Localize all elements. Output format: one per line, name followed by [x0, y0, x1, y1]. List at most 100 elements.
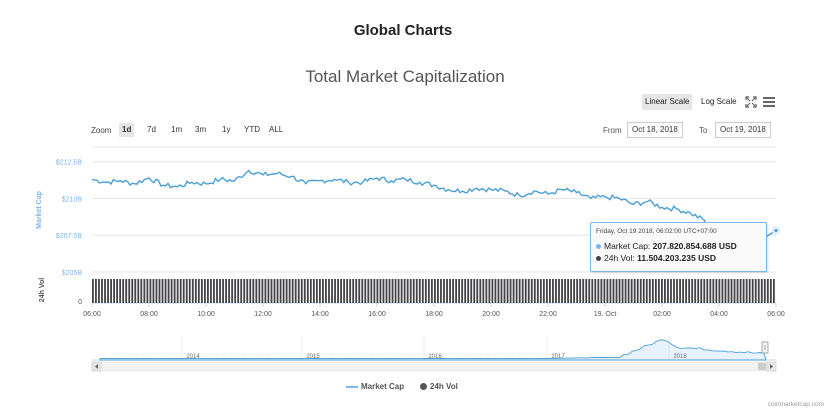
log-scale-button[interactable]: Log Scale: [701, 97, 737, 106]
volume-bar: [346, 279, 349, 303]
volume-bar: [766, 279, 769, 303]
zoom-1d-button[interactable]: 1d: [119, 123, 135, 137]
volume-bar: [742, 279, 745, 303]
legend-vol[interactable]: 24h Vol: [420, 382, 458, 391]
volume-bar: [527, 279, 530, 303]
zoom-ytd-button[interactable]: YTD: [244, 125, 260, 134]
volume-bar: [636, 279, 639, 303]
volume-bar: [452, 279, 454, 303]
volume-bar: [591, 279, 594, 303]
page-title: Global Charts: [353, 22, 453, 39]
linear-scale-button[interactable]: Linear Scale: [642, 94, 693, 110]
volume-bar: [400, 279, 403, 303]
volume-bar: [518, 279, 521, 303]
zoom-7d-button[interactable]: 7d: [147, 125, 156, 134]
navigator-year-label: 2014: [186, 354, 200, 360]
volume-bar: [697, 279, 700, 303]
scrollbar-thumb: [758, 363, 766, 370]
volume-bar: [715, 279, 718, 303]
volume-bar: [509, 279, 512, 303]
navigator-year-label: 2018: [673, 354, 687, 360]
volume-bar: [552, 279, 554, 303]
volume-bar: [179, 279, 182, 303]
volume-bar: [449, 279, 451, 303]
legend-market-cap[interactable]: Market Cap: [346, 382, 404, 391]
volume-bar: [446, 279, 448, 303]
volume-bar: [264, 279, 267, 303]
legend-dot-icon: [420, 383, 427, 391]
volume-bar: [476, 279, 479, 303]
volume-bar: [200, 279, 203, 303]
volume-bar: [630, 279, 633, 303]
volume-bar: [364, 279, 367, 303]
volume-bar: [113, 279, 116, 303]
credits-link[interactable]: coinmarketcap.com: [767, 401, 824, 408]
volume-bar: [621, 279, 624, 303]
volume-bar: [188, 279, 191, 303]
volume-bar: [434, 279, 436, 303]
volume-bar: [467, 279, 470, 303]
volume-bar: [418, 279, 421, 303]
scrollbar-right-arrow-icon: [770, 364, 773, 369]
volume-bar: [727, 279, 730, 303]
volume-bar: [128, 279, 131, 303]
volume-bar: [730, 279, 733, 303]
volume-bar: [685, 279, 688, 303]
volume-bar: [373, 279, 376, 303]
vol-axis-label: 24h Vol: [39, 278, 46, 302]
volume-bar: [331, 279, 333, 303]
volume-bar: [679, 279, 681, 303]
volume-bar: [149, 279, 152, 303]
volume-bar: [291, 279, 294, 303]
volume-bar: [170, 279, 173, 303]
navigator-year-label: 2017: [551, 354, 565, 360]
volume-bar: [146, 279, 149, 303]
volume-bar: [95, 279, 97, 303]
volume-bar: [542, 279, 545, 303]
volume-bar: [597, 279, 600, 303]
volume-bar: [455, 279, 458, 303]
volume-bar: [240, 279, 243, 303]
volume-bar: [763, 279, 766, 303]
tooltip-date: Friday, Oct 19 2018, 06:02:00 UTC+07:00: [596, 228, 717, 235]
volume-bar: [618, 279, 621, 303]
scrollbar-left-arrow-icon: [95, 364, 98, 369]
legend-line-icon: [346, 385, 358, 388]
volume-bar: [382, 279, 385, 303]
volume-bar: [473, 279, 476, 303]
volume-bar: [131, 279, 134, 303]
volume-bar: [140, 279, 143, 303]
volume-bar: [361, 279, 364, 303]
volume-bar: [424, 279, 427, 303]
x-tick-label: 18:00: [425, 311, 443, 318]
volume-bar: [288, 279, 291, 303]
volume-bar: [494, 279, 497, 303]
hover-point: [773, 227, 779, 234]
vol-tick-label: 0: [78, 299, 82, 306]
zoom-3m-button[interactable]: 3m: [195, 125, 207, 134]
x-tick-label: 19. Oct: [594, 311, 617, 318]
from-date-input[interactable]: Oct 18, 2018: [627, 122, 683, 138]
volume-bar: [125, 279, 128, 303]
volume-bar: [173, 279, 176, 303]
volume-bar: [306, 279, 309, 303]
market-cap-dot-icon: [596, 244, 601, 250]
volume-bar: [688, 279, 691, 303]
zoom-1m-button[interactable]: 1m: [171, 125, 183, 134]
zoom-1y-button[interactable]: 1y: [222, 125, 231, 134]
zoom-all-button[interactable]: ALL: [269, 125, 284, 134]
tooltip-market-cap-value: 207.820.854.688 USD: [652, 241, 737, 251]
fullscreen-icon[interactable]: [745, 96, 757, 108]
to-date-input[interactable]: Oct 19, 2018: [715, 122, 771, 138]
volume-bar: [691, 279, 694, 303]
menu-icon[interactable]: [763, 96, 775, 108]
volume-bar: [237, 279, 240, 303]
volume-bar: [748, 279, 751, 303]
volume-bar: [294, 279, 297, 303]
volume-bar: [107, 279, 109, 303]
navigator-series: [99, 339, 767, 361]
volume-bar: [721, 279, 724, 303]
volume-bar: [358, 279, 361, 303]
volume-bar: [340, 279, 342, 303]
